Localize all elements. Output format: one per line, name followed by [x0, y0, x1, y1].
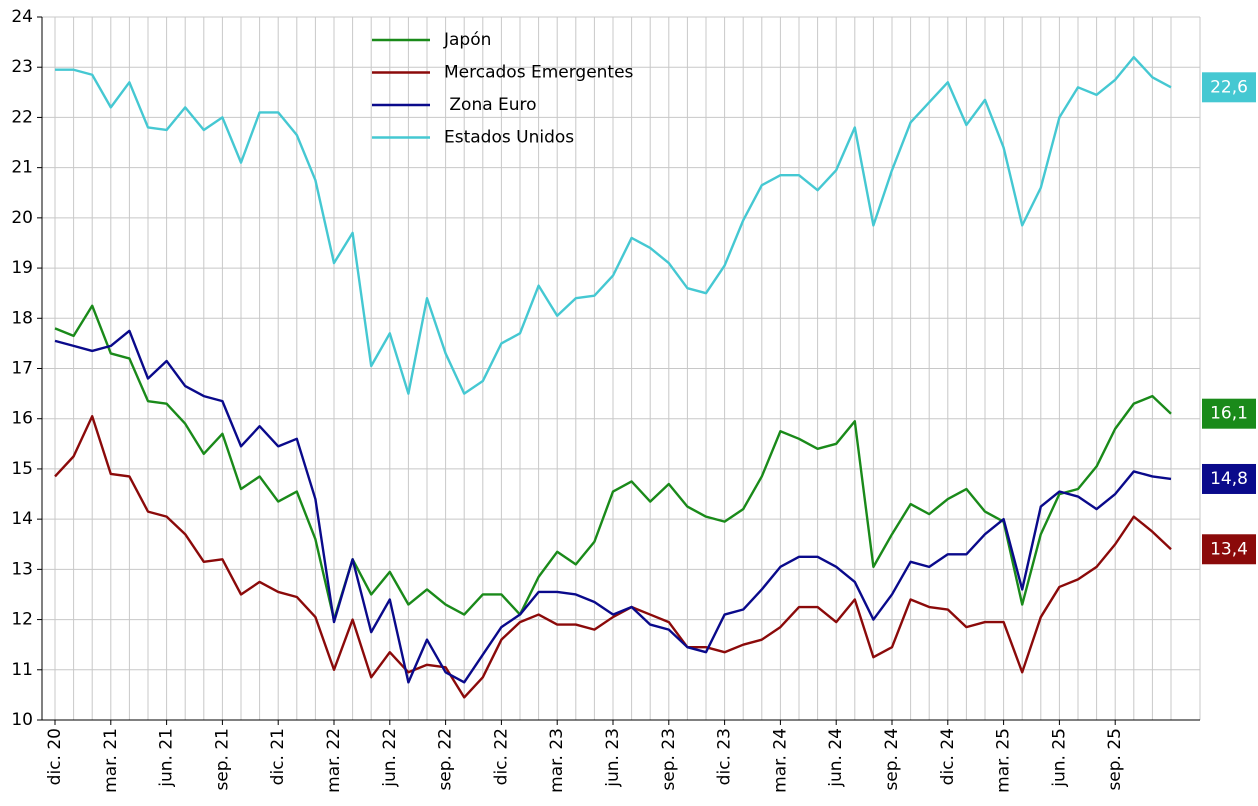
legend-label: Japón: [443, 30, 491, 50]
x-tick-label: sep. 23: [659, 728, 679, 791]
y-tick-label: 16: [11, 409, 33, 429]
y-tick-label: 19: [11, 258, 33, 278]
end-label-box: [1202, 72, 1256, 103]
end-label-box: [1202, 463, 1256, 494]
x-tick-label: jun. 25: [1049, 728, 1069, 788]
legend-label: Zona Euro: [444, 95, 537, 115]
series-line: [54, 415, 1172, 699]
series-line: [54, 304, 1172, 621]
x-tick-label: mar. 22: [324, 728, 344, 793]
y-tick-label: 14: [11, 509, 33, 529]
y-tick-label: 20: [11, 208, 33, 228]
y-tick-label: 13: [11, 559, 33, 579]
legend-label: Mercados Emergentes: [444, 63, 634, 83]
x-tick-label: mar. 21: [101, 728, 121, 793]
x-tick-label: dic. 22: [491, 728, 511, 785]
x-tick-label: jun. 22: [380, 728, 400, 788]
y-tick-label: 22: [11, 107, 33, 127]
y-tick-label: 18: [11, 308, 33, 328]
legend-label: Estados Unidos: [444, 128, 574, 148]
y-tick-label: 15: [11, 459, 33, 479]
y-tick-label: 24: [11, 7, 33, 27]
x-tick-label: mar. 23: [547, 728, 567, 793]
end-label: 13,4: [1210, 539, 1248, 559]
series-line: [55, 55, 1172, 395]
end-label: 16,1: [1210, 404, 1248, 424]
x-tick-label: jun. 21: [157, 728, 177, 788]
y-tick-label: 23: [11, 57, 33, 77]
x-tick-label: mar. 25: [994, 728, 1014, 793]
y-tick-label: 11: [11, 660, 33, 680]
x-tick-label: sep. 21: [212, 728, 232, 791]
y-tick-label: 21: [11, 158, 33, 178]
x-tick-label: dic. 21: [268, 728, 288, 785]
y-tick-label: 10: [11, 710, 33, 730]
x-tick-label: sep. 25: [1105, 728, 1125, 791]
x-tick-label: dic. 20: [45, 728, 65, 785]
end-label-box: [1202, 398, 1256, 429]
x-tick-label: sep. 22: [436, 728, 456, 791]
series-line: [54, 329, 1172, 684]
end-label: 22,6: [1210, 77, 1248, 97]
x-tick-label: dic. 23: [715, 728, 735, 785]
x-tick-label: jun. 23: [603, 728, 623, 788]
x-tick-label: jun. 24: [826, 728, 846, 788]
end-label-box: [1202, 534, 1256, 565]
y-tick-label: 12: [11, 610, 33, 630]
end-label: 14,8: [1210, 469, 1248, 489]
x-tick-label: mar. 24: [770, 728, 790, 793]
x-tick-label: dic. 24: [938, 728, 958, 785]
x-tick-label: sep. 24: [882, 728, 902, 791]
y-tick-label: 17: [11, 359, 33, 379]
